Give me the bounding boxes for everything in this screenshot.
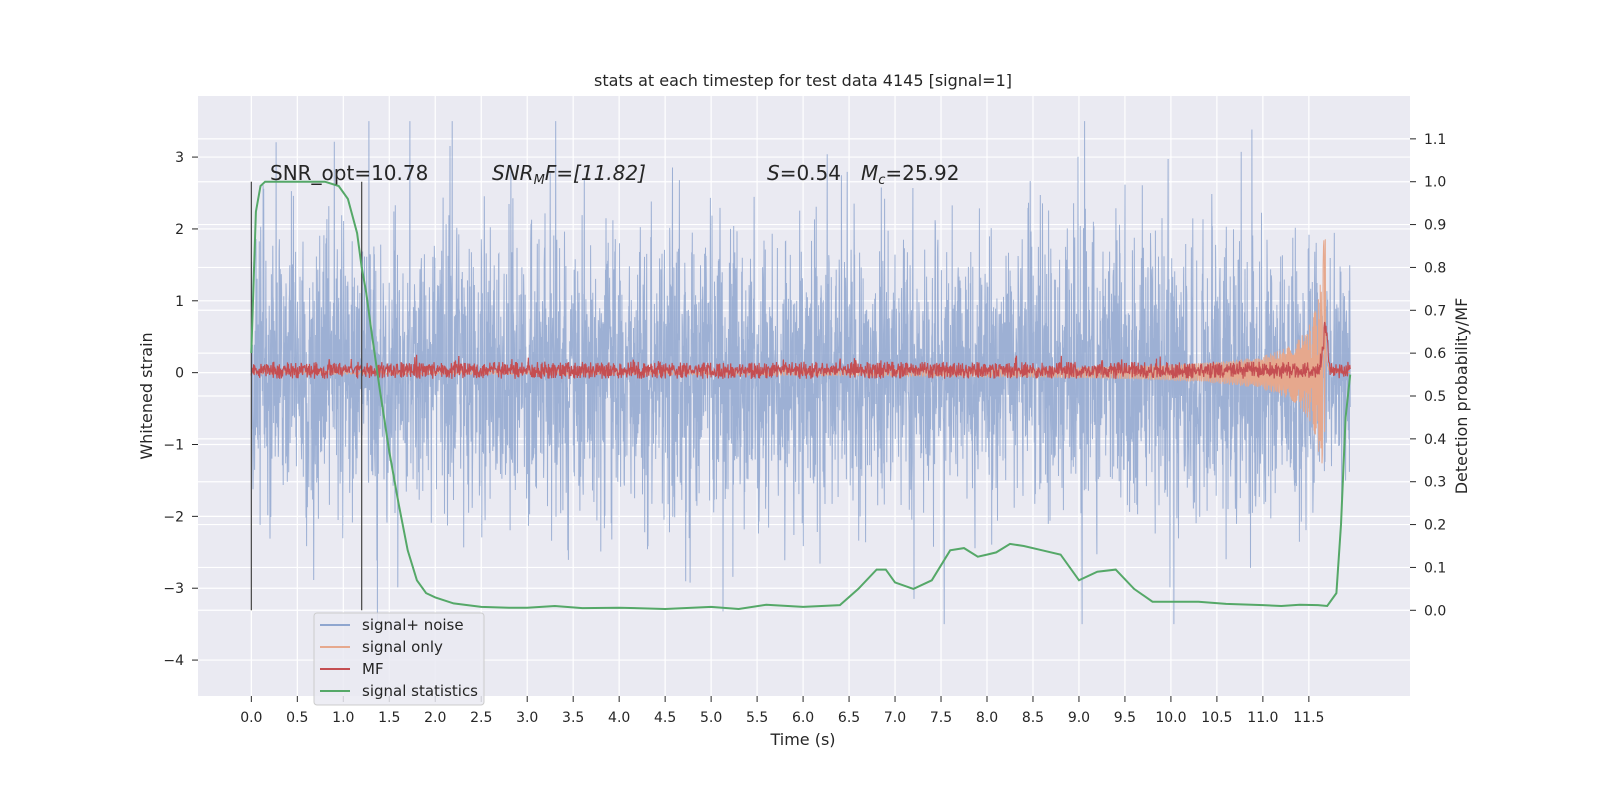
series-signal-noise <box>250 121 1351 625</box>
legend-label-signal-only: signal only <box>362 638 443 656</box>
legend-label-signal-noise: signal+ noise <box>362 616 464 634</box>
annotation-s-mc: S=0.54 Mc=25.92 <box>767 161 959 188</box>
x-tick-label: 8.0 <box>976 710 998 726</box>
y-right-tick-label: 1.1 <box>1424 132 1446 148</box>
x-tick-label: 10.5 <box>1201 710 1232 726</box>
y-right-tick-label: 0.6 <box>1424 346 1446 362</box>
x-tick-label: 1.0 <box>332 710 354 726</box>
y-right-axis-label: Detection probability/MF <box>1452 298 1471 495</box>
annotation-snr-mf: SNRMF=[11.82] <box>492 161 646 188</box>
y-right-tick-label: 1.0 <box>1424 175 1446 191</box>
legend-label-signal-statistics: signal statistics <box>362 682 478 700</box>
y-right-ticks: 1.1 1.0 0.9 0.8 0.7 0.6 0.5 0.4 0.3 0.2 0.1 0.0 <box>1410 132 1446 619</box>
x-tick-label: 7.0 <box>884 710 906 726</box>
x-tick-label: 9.5 <box>1114 710 1136 726</box>
x-tick-label: 11.5 <box>1293 710 1324 726</box>
x-tick-label: 10.0 <box>1155 710 1186 726</box>
y-left-tick-label: −4 <box>163 653 184 669</box>
x-tick-label: 6.5 <box>838 710 860 726</box>
annotation-snr-opt: SNR_opt=10.78 <box>270 161 428 185</box>
x-axis-label: Time (s) <box>769 730 835 749</box>
y-right-tick-label: 0.1 <box>1424 560 1446 576</box>
x-tick-label: 2.5 <box>470 710 492 726</box>
chart-title: stats at each timestep for test data 414… <box>594 71 1012 90</box>
x-tick-label: 11.0 <box>1247 710 1278 726</box>
y-left-tick-label: −2 <box>163 509 184 525</box>
x-tick-label: 7.5 <box>930 710 952 726</box>
y-right-tick-label: 0.2 <box>1424 518 1446 534</box>
y-right-tick-label: 0.3 <box>1424 475 1446 491</box>
y-right-tick-label: 0.0 <box>1424 603 1446 619</box>
legend-label-mf: MF <box>362 660 384 678</box>
x-tick-label: 3.0 <box>516 710 538 726</box>
series-signal-statistics <box>250 180 1352 611</box>
y-left-ticks: 3 2 1 0 −1 −2 −3 −4 <box>163 150 198 669</box>
y-right-tick-label: 0.9 <box>1424 218 1446 234</box>
x-tick-label: 4.5 <box>654 710 676 726</box>
y-left-tick-label: −1 <box>163 438 184 454</box>
x-tick-label: 5.5 <box>746 710 768 726</box>
x-tick-label: 5.0 <box>700 710 722 726</box>
x-tick-label: 3.5 <box>562 710 584 726</box>
y-right-tick-label: 0.4 <box>1424 432 1446 448</box>
y-left-axis-label: Whitened strain <box>137 332 156 459</box>
y-right-tick-label: 0.7 <box>1424 303 1446 319</box>
x-tick-label: 0.0 <box>240 710 262 726</box>
series-mf <box>250 321 1351 379</box>
x-ticks: 0.0 0.5 1.0 1.5 2.0 2.5 3.0 3.5 4.0 4.5 5.0 5.5 6.0 6… <box>240 696 1324 726</box>
x-tick-label: 6.0 <box>792 710 814 726</box>
x-tick-label: 9.0 <box>1068 710 1090 726</box>
y-left-tick-label: −3 <box>163 581 184 597</box>
legend: signal+ noise signal only MF signal stat… <box>313 612 485 706</box>
y-left-tick-label: 0 <box>175 366 184 382</box>
x-tick-label: 1.5 <box>378 710 400 726</box>
y-left-tick-label: 1 <box>175 294 184 310</box>
y-right-tick-label: 0.8 <box>1424 260 1446 276</box>
x-tick-label: 8.5 <box>1022 710 1044 726</box>
x-tick-label: 4.0 <box>608 710 630 726</box>
y-left-tick-label: 2 <box>175 222 184 238</box>
y-left-tick-label: 3 <box>175 150 184 166</box>
x-tick-label: 2.0 <box>424 710 446 726</box>
legend-box <box>313 612 485 706</box>
y-right-tick-label: 0.5 <box>1424 389 1446 405</box>
x-tick-label: 0.5 <box>286 710 308 726</box>
